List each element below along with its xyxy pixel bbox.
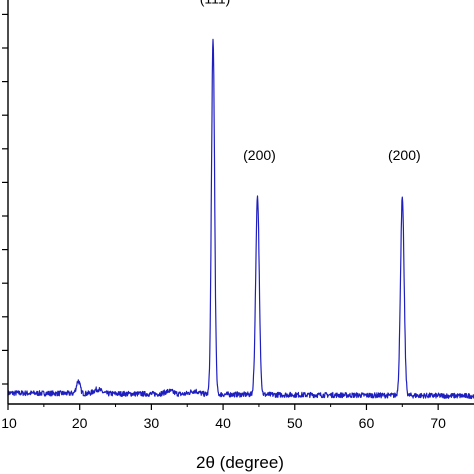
x-tick-label: 70 (430, 415, 446, 431)
x-tick-label: 20 (72, 415, 88, 431)
x-tick-label: 50 (287, 415, 303, 431)
peak-label: (200) (388, 147, 421, 163)
x-tick-label: 60 (359, 415, 375, 431)
y-ticks (2, 13, 8, 385)
plot-area (7, 38, 474, 400)
peak-label: (200) (243, 147, 276, 163)
x-tick-label: 40 (215, 415, 231, 431)
x-axis-title: 2θ (degree) (196, 453, 284, 472)
x-tick-label: 10 (1, 415, 17, 431)
peak-annotations: (111) (200) (200) (200, 0, 421, 163)
peak-label: (111) (200, 0, 231, 7)
x-tick-label: 30 (144, 415, 160, 431)
x-ticks: 10 20 30 40 50 60 70 (1, 404, 446, 431)
series-line (7, 38, 474, 400)
